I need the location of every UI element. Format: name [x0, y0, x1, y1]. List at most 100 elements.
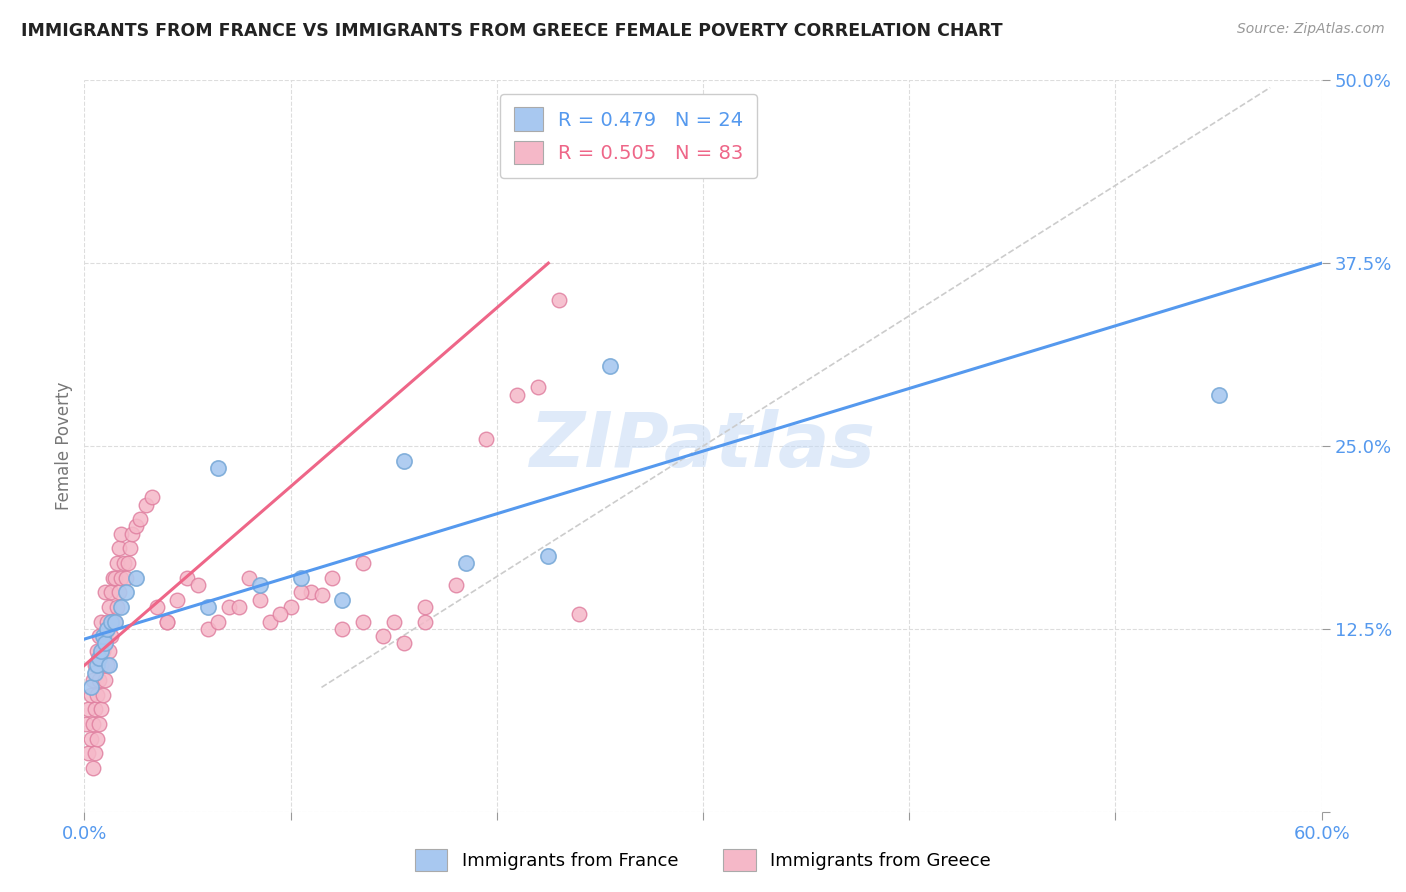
Point [83, 702, 105, 716]
Point [87, 717, 110, 731]
Point [299, 585, 322, 599]
Legend: Immigrants from France, Immigrants from Greece: Immigrants from France, Immigrants from … [408, 842, 998, 879]
Point [86, 688, 108, 702]
Point [454, 556, 477, 570]
Point [104, 571, 127, 585]
Point [82, 761, 104, 775]
Point [87, 673, 110, 687]
Point [311, 588, 333, 602]
Point [94, 585, 117, 599]
Point [145, 599, 167, 614]
Point [176, 571, 198, 585]
Point [207, 461, 229, 475]
Point [110, 526, 132, 541]
Point [103, 615, 125, 629]
Point [568, 607, 591, 622]
Point [87, 651, 110, 665]
Point [83, 665, 105, 680]
Point [77, 746, 100, 760]
Point [96, 615, 118, 629]
Point [114, 585, 136, 599]
Point [112, 556, 135, 570]
Point [330, 622, 353, 636]
Point [382, 615, 405, 629]
Point [218, 599, 240, 614]
Point [83, 746, 105, 760]
Point [290, 571, 312, 585]
Point [125, 571, 148, 585]
Point [110, 599, 132, 614]
Point [108, 541, 131, 556]
Point [197, 622, 219, 636]
Point [98, 644, 121, 658]
Point [118, 541, 141, 556]
Point [166, 592, 188, 607]
Point [87, 629, 110, 643]
Point [86, 731, 108, 746]
Point [104, 615, 127, 629]
Point [91, 688, 114, 702]
Point [156, 615, 179, 629]
Text: IMMIGRANTS FROM FRANCE VS IMMIGRANTS FROM GREECE FEMALE POVERTY CORRELATION CHAR: IMMIGRANTS FROM FRANCE VS IMMIGRANTS FRO… [21, 22, 1002, 40]
Point [77, 702, 100, 716]
Point [100, 615, 122, 629]
Point [125, 519, 148, 533]
Point [90, 644, 112, 658]
Point [82, 673, 104, 687]
Point [207, 615, 229, 629]
Point [259, 615, 281, 629]
Legend: R = 0.479   N = 24, R = 0.505   N = 83: R = 0.479 N = 24, R = 0.505 N = 83 [501, 94, 758, 178]
Point [104, 615, 127, 629]
Point [352, 556, 374, 570]
Point [98, 658, 121, 673]
Point [79, 681, 101, 695]
Point [79, 688, 101, 702]
Point [94, 636, 117, 650]
Point [599, 359, 621, 373]
Point [75, 717, 97, 731]
Point [110, 571, 132, 585]
Point [228, 599, 250, 614]
Point [94, 673, 117, 687]
Point [94, 629, 117, 643]
Point [135, 498, 157, 512]
Point [108, 585, 131, 599]
Point [82, 717, 104, 731]
Point [506, 388, 529, 402]
Point [90, 615, 112, 629]
Point [187, 578, 209, 592]
Point [290, 585, 312, 599]
Point [141, 490, 163, 504]
Point [100, 629, 122, 643]
Point [280, 599, 302, 614]
Point [392, 453, 415, 467]
Point [121, 526, 143, 541]
Point [352, 615, 374, 629]
Point [105, 599, 128, 614]
Point [90, 702, 112, 716]
Point [79, 731, 101, 746]
Point [90, 658, 112, 673]
Point [83, 658, 105, 673]
Point [238, 571, 260, 585]
Text: Source: ZipAtlas.com: Source: ZipAtlas.com [1237, 22, 1385, 37]
Point [86, 644, 108, 658]
Point [91, 644, 114, 658]
Point [392, 636, 415, 650]
Y-axis label: Female Poverty: Female Poverty [55, 382, 73, 510]
Point [100, 585, 122, 599]
Point [537, 549, 560, 563]
Point [527, 380, 550, 394]
Point [413, 615, 436, 629]
Point [444, 578, 467, 592]
Point [1208, 388, 1230, 402]
Point [321, 571, 343, 585]
Text: ZIPatlas: ZIPatlas [530, 409, 876, 483]
Point [249, 578, 271, 592]
Point [105, 556, 128, 570]
Point [103, 571, 125, 585]
Point [117, 556, 139, 570]
Point [413, 599, 436, 614]
Point [373, 629, 395, 643]
Point [96, 622, 118, 636]
